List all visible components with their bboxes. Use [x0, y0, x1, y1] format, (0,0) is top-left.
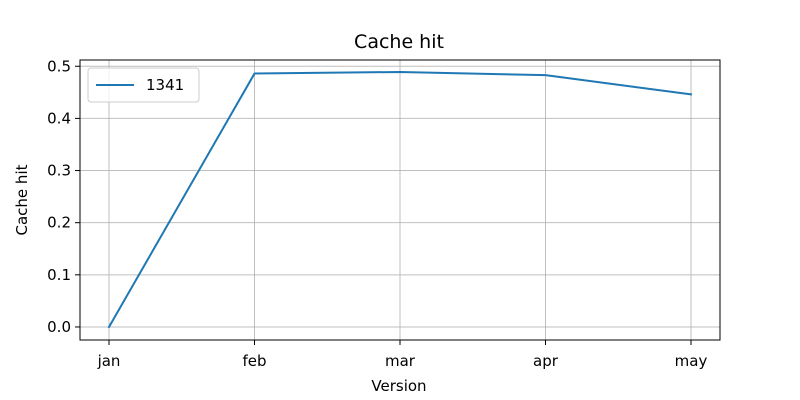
- data-point: [690, 93, 692, 95]
- data-point: [399, 71, 401, 73]
- series-layer: [107, 70, 693, 329]
- y-tick-label: 0.2: [47, 214, 71, 232]
- series-line: [107, 70, 693, 329]
- x-tick-label: jan: [97, 352, 121, 370]
- grid: [80, 60, 720, 340]
- data-point: [108, 326, 110, 328]
- y-axis: 0.0 0.1 0.2 0.3 0.4 0.5: [47, 57, 80, 336]
- legend-label: 1341: [146, 76, 184, 94]
- y-tick-label: 0.5: [47, 57, 71, 75]
- data-point: [254, 73, 256, 75]
- x-tick-label: feb: [242, 352, 266, 370]
- y-tick-label: 0.0: [47, 318, 71, 336]
- chart-title: Cache hit: [354, 31, 444, 53]
- y-tick-label: 0.1: [47, 266, 71, 284]
- legend: 1341: [87, 67, 200, 103]
- x-axis-label: Version: [371, 377, 426, 395]
- x-axis: jan feb mar apr may: [97, 340, 708, 370]
- y-axis-label: Cache hit: [13, 164, 31, 235]
- x-tick-label: apr: [533, 352, 559, 370]
- x-tick-label: mar: [385, 352, 416, 370]
- data-point: [545, 74, 547, 76]
- y-tick-label: 0.3: [47, 162, 71, 180]
- legend-box: [87, 67, 200, 103]
- y-tick-label: 0.4: [47, 109, 71, 127]
- x-tick-label: may: [675, 352, 708, 370]
